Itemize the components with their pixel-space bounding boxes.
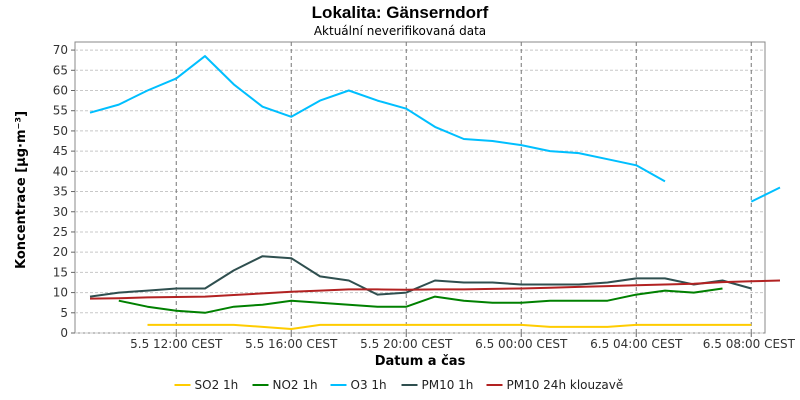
legend-label: PM10 24h klouzavě <box>507 378 624 392</box>
y-tick-label: 15 <box>53 265 68 279</box>
series-line-pm10-24h-klouzav- <box>89 279 781 300</box>
x-tick-label: 6.5 04:00 CEST <box>590 337 683 351</box>
chart-title: Lokalita: Gänserndorf <box>312 3 489 22</box>
y-tick-label: 0 <box>60 326 68 340</box>
y-tick-label: 35 <box>53 185 68 199</box>
axes: 0 5 10 15 20 25 30 35 40 45 50 55 60 65 70 5.5 12:00 CE… <box>53 43 796 351</box>
legend-item: NO2 1h <box>252 378 318 392</box>
y-tick-label: 10 <box>53 286 68 300</box>
x-tick-label: 6.5 08:00 CEST <box>703 337 796 351</box>
legend-item: PM10 24h klouzavě <box>486 378 624 392</box>
legend: SO2 1h NO2 1h O3 1h PM10 1h PM10 24h klouzav… <box>174 378 624 392</box>
y-axis-title: Koncentrace [µg·m⁻³] <box>14 111 29 269</box>
series-line-o3-1h <box>89 55 781 203</box>
legend-label: SO2 1h <box>195 378 239 392</box>
y-tick-label: 45 <box>53 144 68 158</box>
chart-subtitle: Aktuální neverifikovaná data <box>314 24 486 38</box>
legend-item: O3 1h <box>330 378 387 392</box>
y-tick-label: 50 <box>53 124 68 138</box>
y-tick-label: 20 <box>53 245 68 259</box>
y-tick-label: 30 <box>53 205 68 219</box>
legend-label: O3 1h <box>351 378 387 392</box>
x-tick-label: 5.5 16:00 CEST <box>245 337 338 351</box>
grid-lines <box>75 42 765 334</box>
legend-label: PM10 1h <box>422 378 474 392</box>
y-tick-label: 65 <box>53 63 68 77</box>
y-tick-label: 40 <box>53 164 68 178</box>
y-tick-label: 60 <box>53 84 68 98</box>
y-tick-label: 5 <box>60 306 68 320</box>
series-line-pm10-1h <box>89 255 752 298</box>
legend-item: SO2 1h <box>174 378 239 392</box>
x-tick-label: 5.5 20:00 CEST <box>360 337 453 351</box>
y-tick-label: 70 <box>53 43 68 57</box>
legend-item: PM10 1h <box>401 378 474 392</box>
legend-label: NO2 1h <box>273 378 318 392</box>
series-line-so2-1h <box>147 323 752 330</box>
x-tick-label: 5.5 12:00 CEST <box>130 337 223 351</box>
x-tick-label: 6.5 00:00 CEST <box>475 337 568 351</box>
series-lines <box>89 55 781 330</box>
series-line-no2-1h <box>118 287 723 314</box>
y-tick-label: 25 <box>53 225 68 239</box>
x-axis-title: Datum a čas <box>375 354 466 369</box>
y-tick-label: 55 <box>53 104 68 118</box>
